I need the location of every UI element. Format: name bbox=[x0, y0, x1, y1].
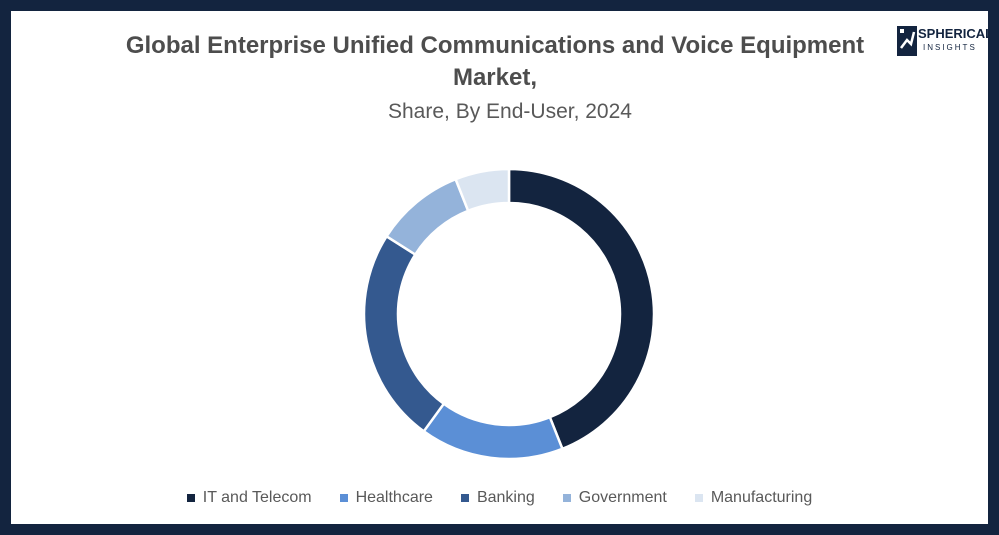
legend-swatch bbox=[186, 494, 195, 502]
donut-slice-manufacturing bbox=[453, 167, 511, 213]
donut-slice-healthcare bbox=[422, 402, 565, 461]
legend-label: Manufacturing bbox=[710, 489, 813, 506]
logo-text-secondary: INSIGHTS bbox=[923, 43, 977, 52]
legend-item-healthcare: Healthcare bbox=[339, 489, 433, 507]
donut-slice-banking bbox=[362, 234, 446, 434]
legend-label: Banking bbox=[476, 489, 535, 506]
legend-label: Healthcare bbox=[355, 489, 433, 506]
donut-slice-government bbox=[384, 177, 470, 257]
legend-label: Government bbox=[578, 489, 667, 506]
chart-legend: IT and Telecom Healthcare Banking Governmen… bbox=[0, 489, 999, 507]
legend-label: IT and Telecom bbox=[202, 489, 312, 506]
legend-swatch bbox=[694, 494, 703, 502]
legend-item-manufacturing: Manufacturing bbox=[694, 489, 813, 507]
legend-swatch bbox=[562, 494, 571, 502]
legend-swatch bbox=[339, 494, 348, 502]
legend-swatch bbox=[460, 494, 469, 502]
legend-item-government: Government bbox=[562, 489, 667, 507]
donut-slice-it-and-telecom bbox=[507, 167, 656, 451]
logo-text-primary: SPHERICAL bbox=[918, 26, 994, 41]
logo-mark-icon bbox=[897, 26, 917, 56]
chart-subtitle: Share, By End-User, 2024 bbox=[388, 100, 632, 123]
legend-item-banking: Banking bbox=[460, 489, 535, 507]
chart-title: Global Enterprise Unified Communications… bbox=[125, 32, 865, 91]
legend-item-it-and-telecom: IT and Telecom bbox=[186, 489, 312, 507]
brand-logo: SPHERICAL INSIGHTS bbox=[897, 26, 993, 60]
